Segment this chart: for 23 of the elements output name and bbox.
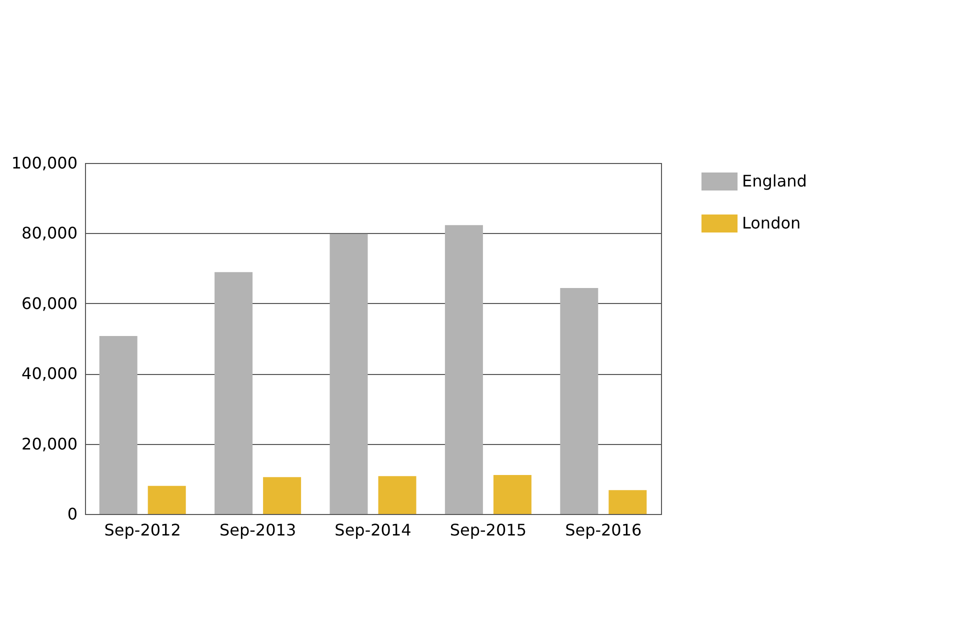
bar	[99, 336, 138, 514]
y-tick-label: 0	[67, 504, 78, 524]
y-tick-label: 80,000	[22, 224, 78, 243]
bar	[378, 476, 416, 514]
bar	[493, 475, 532, 514]
bar	[560, 288, 598, 514]
y-tick-label: 40,000	[22, 364, 78, 384]
bar	[608, 490, 647, 514]
x-tick-label: Sep-2015	[450, 520, 527, 540]
bar	[330, 234, 368, 514]
y-tick-label: 60,000	[22, 294, 78, 313]
x-tick-label: Sep-2013	[219, 520, 296, 540]
x-tick-label: Sep-2012	[104, 520, 181, 540]
bar	[263, 477, 302, 514]
bar	[214, 272, 253, 514]
y-tick-label: 100,000	[11, 154, 78, 172]
x-tick-label: Sep-2016	[565, 520, 642, 540]
x-tick-label: Sep-2014	[334, 520, 412, 540]
bar	[444, 225, 483, 514]
bar	[148, 486, 186, 514]
legend-label: London	[742, 214, 801, 232]
y-tick-label: 20,000	[22, 434, 78, 454]
legend-label: England	[742, 172, 807, 190]
